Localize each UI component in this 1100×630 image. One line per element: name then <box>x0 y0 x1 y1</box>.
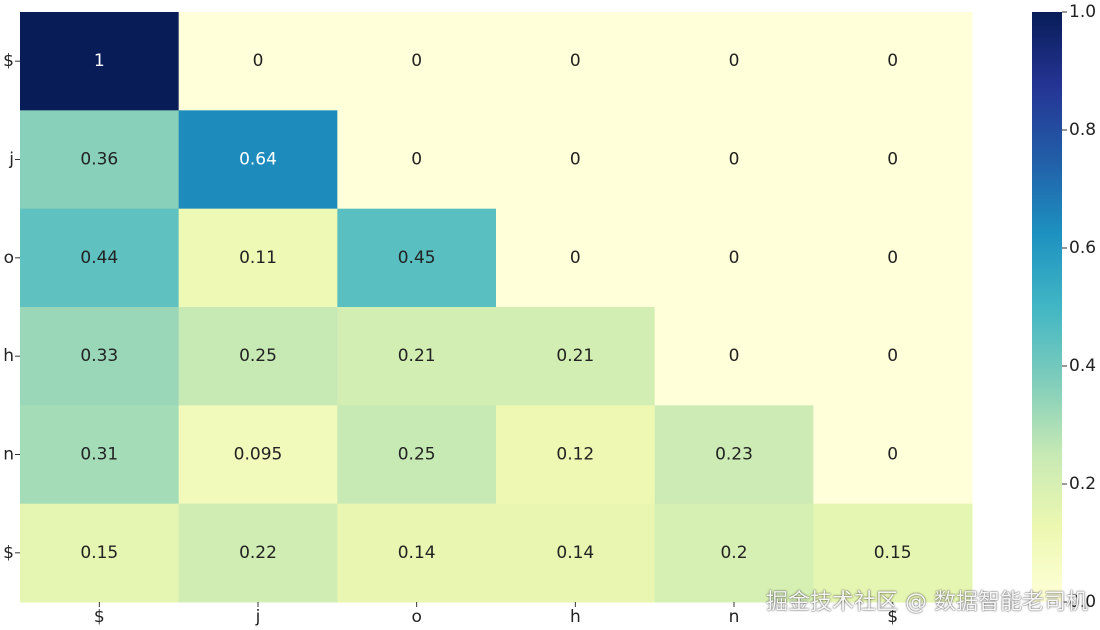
heatmap-cell <box>178 405 338 505</box>
heatmap-cell <box>178 503 338 603</box>
heatmap-cell <box>178 12 338 111</box>
heatmap-cell <box>337 12 497 111</box>
heatmap-cell <box>337 503 497 603</box>
y-tick-label: $ <box>3 543 14 563</box>
heatmap-cell <box>654 12 814 111</box>
heatmap-cell <box>813 12 973 111</box>
heatmap-cell-label: 0 <box>729 248 740 268</box>
heatmap-cell-label: 0.2 <box>720 543 747 563</box>
heatmap-cell <box>20 12 180 111</box>
heatmap-cell <box>20 208 180 308</box>
colorbar-tick-label: 0.6 <box>1069 238 1096 258</box>
heatmap-cell-label: 0.095 <box>234 445 283 465</box>
heatmap-cell-label: 0.14 <box>398 543 436 563</box>
x-tick-label: $ <box>887 607 898 627</box>
heatmap-cell-label: 0 <box>570 248 581 268</box>
heatmap-cell-label: 0.22 <box>239 543 277 563</box>
x-tick-label: h <box>570 607 581 627</box>
heatmap-cell <box>337 307 497 406</box>
heatmap-cell <box>20 110 180 210</box>
heatmap-cell <box>178 110 338 210</box>
heatmap-cell-label: 0 <box>411 150 422 170</box>
heatmap-cell <box>496 307 656 406</box>
heatmap-cell <box>654 110 814 210</box>
heatmap-cell-label: 0.31 <box>80 445 118 465</box>
colorbar-tick-label: 0.0 <box>1069 592 1096 612</box>
x-tick-label: o <box>411 607 421 627</box>
heatmap-cell <box>813 208 973 308</box>
heatmap-cell-labels: 1 0 0 0 0 0 0.36 0.64 0 0 0 0 0.44 0.11 0.45 0 0 0 0.33 0.2… <box>80 51 911 563</box>
heatmap-cell-label: 0.64 <box>239 150 277 170</box>
heatmap-cell-label: 0.15 <box>874 543 912 563</box>
heatmap-cell-label: 0.15 <box>80 543 118 563</box>
colorbar-tick-label: 0.2 <box>1069 474 1096 494</box>
x-tick-label: $ <box>94 607 105 627</box>
heatmap-cell <box>496 405 656 505</box>
heatmap-cell-label: 0 <box>570 51 581 71</box>
heatmap-cell-label: 1 <box>94 51 105 71</box>
heatmap-cell <box>813 307 973 406</box>
x-axis-ticks: $ j o h n $ <box>94 602 898 627</box>
heatmap-cell-label: 0.14 <box>556 543 594 563</box>
heatmap-cell-label: 0.25 <box>398 445 436 465</box>
heatmap-cell <box>20 503 180 603</box>
heatmap-cell <box>496 12 656 111</box>
heatmap-cell-label: 0.33 <box>80 346 118 366</box>
heatmap-cell <box>813 503 973 603</box>
colorbar <box>1032 12 1062 602</box>
x-tick-label: n <box>729 607 740 627</box>
heatmap-cell-label: 0 <box>729 346 740 366</box>
colorbar-tick-label: 1.0 <box>1069 2 1096 22</box>
heatmap-cell-label: 0 <box>253 51 264 71</box>
heatmap-cell-label: 0.45 <box>398 248 436 268</box>
heatmap-cell <box>337 405 497 505</box>
heatmap-cell-label: 0 <box>887 150 898 170</box>
heatmap-cell-label: 0.23 <box>715 445 753 465</box>
heatmap-cell-label: 0 <box>729 51 740 71</box>
heatmap-cell-label: 0.21 <box>556 346 594 366</box>
x-tick-label: j <box>255 607 261 627</box>
heatmap-cell <box>654 503 814 603</box>
y-tick-label: n <box>3 445 14 465</box>
heatmap-cell-label: 0 <box>887 248 898 268</box>
watermark: 掘金技术社区 @ 数据智能老司机 <box>766 590 1088 615</box>
heatmap-cell-label: 0 <box>570 150 581 170</box>
heatmap-cell <box>654 307 814 406</box>
heatmap-cell-label: 0 <box>887 445 898 465</box>
heatmap-cell-label: 0.44 <box>80 248 118 268</box>
heatmap-cell-label: 0.21 <box>398 346 436 366</box>
heatmap-cell <box>20 405 180 505</box>
y-axis-ticks: $ j o h n $ <box>3 51 20 563</box>
heatmap-cell <box>337 110 497 210</box>
heatmap-cell <box>654 208 814 308</box>
y-tick-label: o <box>4 248 14 268</box>
heatmap-cell <box>654 405 814 505</box>
heatmap-cell-label: 0 <box>729 150 740 170</box>
heatmap-cell <box>178 307 338 406</box>
colorbar-tick-label: 0.4 <box>1069 356 1096 376</box>
heatmap-cell <box>813 405 973 505</box>
y-tick-label: h <box>3 346 14 366</box>
heatmap-cell-label: 0.36 <box>80 150 118 170</box>
heatmap-cell <box>813 110 973 210</box>
heatmap-cell-label: 0.25 <box>239 346 277 366</box>
y-tick-label: $ <box>3 51 14 71</box>
heatmap-cell <box>496 208 656 308</box>
heatmap-cell-label: 0 <box>887 51 898 71</box>
y-tick-label: j <box>8 150 14 170</box>
heatmap-cell <box>496 503 656 603</box>
heatmap-cell-label: 0.11 <box>239 248 277 268</box>
heatmap-cell <box>178 208 338 308</box>
heatmap-cell-label: 0 <box>887 346 898 366</box>
heatmap-cell-label: 0 <box>411 51 422 71</box>
heatmap-cell <box>20 307 180 406</box>
heatmap-cell <box>496 110 656 210</box>
colorbar-ticks: 0.0 0.2 0.4 0.6 0.8 1.0 <box>1062 2 1096 612</box>
heatmap-cell-label: 0.12 <box>556 445 594 465</box>
colorbar-tick-label: 0.8 <box>1069 120 1096 140</box>
heatmap-cell <box>337 208 497 308</box>
heatmap-cells <box>20 12 973 603</box>
